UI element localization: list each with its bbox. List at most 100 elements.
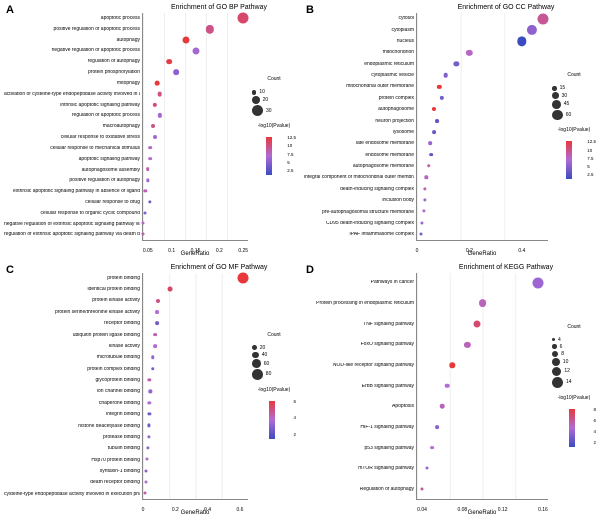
data-point (153, 103, 157, 107)
category-label: kinase activity (4, 344, 140, 349)
data-point (440, 404, 445, 409)
y-axis-labels: cytosolcytoplasmnucleusmitochondrionendo… (304, 13, 416, 241)
data-point (156, 299, 160, 303)
x-tick: 0.1 (168, 248, 175, 254)
legend-color-title: -log10(Pvalue) (552, 127, 596, 133)
data-point (238, 13, 249, 24)
data-point (421, 487, 424, 490)
y-axis-labels: apoptotic processpositive regulation of … (4, 13, 142, 241)
category-label: endoplasmic reticulum (304, 62, 414, 67)
x-tick: 0.6 (236, 507, 243, 513)
data-point (146, 179, 149, 182)
category-label: autophagosome membrane (304, 164, 414, 169)
data-point (153, 344, 157, 348)
category-label: IPAF inflammasome complex (304, 232, 414, 237)
data-point (168, 287, 173, 292)
category-label: CD95 death-inducing signaling complex (304, 221, 414, 226)
panel-C: CEnrichment of GO MF Pathwayprotein bind… (0, 260, 300, 519)
data-point (430, 153, 434, 157)
category-label: autophagy (4, 38, 140, 43)
category-label: p53 signaling pathway (304, 446, 414, 451)
panel-title: Enrichment of GO CC Pathway (304, 4, 596, 11)
y-axis-labels: Pathways in cancerProtein processing in … (304, 273, 416, 501)
data-point (479, 299, 487, 307)
category-label: pre-autophagosomal structure membrane (304, 210, 414, 215)
category-label: receptor binding (4, 321, 140, 326)
colorbar (569, 409, 575, 447)
data-point (145, 458, 148, 461)
legend: Count102030-log10(Pvalue)12.5107.552.5 (248, 13, 296, 241)
data-point (155, 310, 159, 314)
category-label: endosome membrane (304, 153, 414, 158)
plot-region: 00.20.4 (416, 13, 548, 241)
data-point (145, 469, 148, 472)
data-point (151, 124, 155, 128)
x-tick: 0 (416, 248, 419, 254)
legend-size-item: 8 (552, 351, 596, 357)
legend-size-item: 12 (552, 367, 596, 376)
data-point (474, 320, 481, 327)
panel-D: DEnrichment of KEGG PathwayPathways in c… (300, 260, 600, 519)
category-label: chaperone binding (4, 401, 140, 406)
category-label: cellular response to drug (4, 200, 140, 205)
category-label: TNF signaling pathway (304, 322, 414, 327)
data-point (148, 378, 151, 381)
data-point (192, 47, 199, 54)
category-label: regulation of apoptotic process (4, 113, 140, 118)
category-label: identical protein binding (4, 287, 140, 292)
data-point (432, 107, 436, 111)
data-point (450, 362, 455, 367)
category-label: mitochondrial outer membrane (304, 84, 414, 89)
category-label: protein phosphorylation (4, 70, 140, 75)
data-point (537, 13, 548, 24)
figure-grid: AEnrichment of GO BP Pathwayapoptotic pr… (0, 0, 600, 519)
data-point (182, 36, 189, 43)
data-point (151, 367, 155, 371)
data-point (428, 141, 432, 145)
legend-color-title: -log10(Pvalue) (252, 387, 296, 393)
category-label: Regulation of autophagy (304, 487, 414, 492)
legend-size-item: 20 (252, 96, 296, 104)
colorbar (566, 141, 572, 179)
category-label: protease binding (4, 435, 140, 440)
x-tick: 0.12 (498, 507, 508, 513)
data-point (435, 425, 439, 429)
category-label: activation of cysteine-type endopeptidas… (4, 92, 140, 97)
category-label: Apoptosis (304, 404, 414, 409)
category-label: mitochondrion (304, 50, 414, 55)
colorbar-labels: 12.5107.552.5 (585, 139, 596, 177)
category-label: integral component of mitochondrial oute… (304, 175, 414, 180)
data-point (432, 130, 436, 134)
data-point (142, 222, 145, 225)
x-tick: 0.05 (143, 248, 153, 254)
category-label: integrin binding (4, 412, 140, 417)
data-point (427, 164, 431, 168)
category-label: nucleus (304, 39, 414, 44)
x-tick: 0.4 (518, 248, 525, 254)
category-label: NOD-like receptor signaling pathway (304, 363, 414, 368)
plot-region: 0.040.080.120.16 (416, 273, 548, 501)
x-tick: 0 (142, 507, 145, 513)
panel-title: Enrichment of KEGG Pathway (304, 264, 596, 271)
data-point (238, 273, 249, 284)
data-point (147, 435, 150, 438)
data-point (144, 211, 147, 214)
category-label: macroautophagy (4, 124, 140, 129)
category-label: ErbB signaling pathway (304, 384, 414, 389)
category-label: death receptor binding (4, 480, 140, 485)
data-point (527, 25, 537, 35)
category-label: syntaxin-1 binding (4, 469, 140, 474)
category-label: glycoprotein binding (4, 378, 140, 383)
data-point (466, 49, 472, 55)
data-point (174, 69, 180, 75)
x-tick: 0.2 (466, 248, 473, 254)
data-point (422, 210, 425, 213)
y-axis-labels: protein bindingidentical protein binding… (4, 273, 142, 501)
category-label: protein serine/threonine kinase activity (4, 310, 140, 315)
category-label: regulation of autophagy (4, 59, 140, 64)
x-tick: 0.4 (204, 507, 211, 513)
category-label: death-inducing signaling complex (304, 187, 414, 192)
data-point (155, 322, 159, 326)
category-label: cytoplasm (304, 28, 414, 33)
data-point (142, 233, 145, 236)
